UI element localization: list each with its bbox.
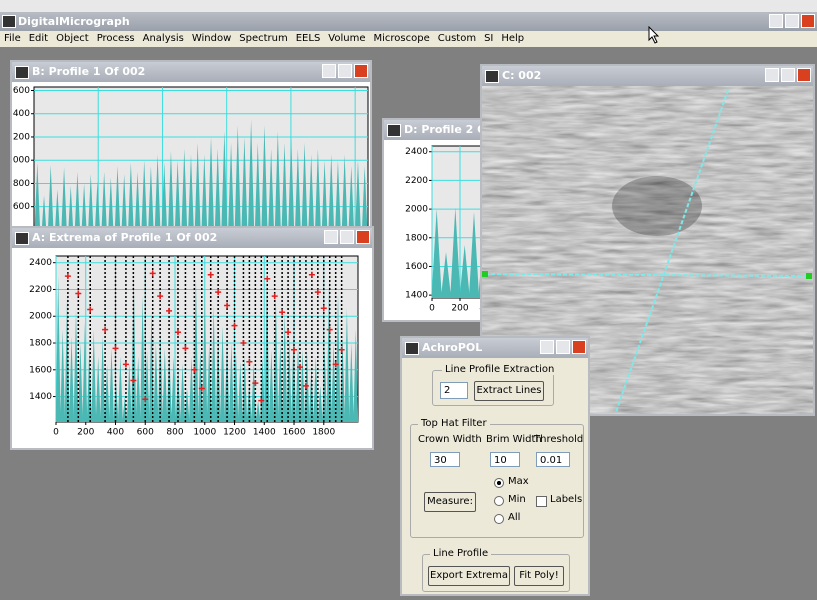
menu-item[interactable]: Window [192, 33, 231, 44]
app-icon [2, 15, 16, 28]
x-tick-label: 1600 [283, 428, 306, 438]
menu-item[interactable]: SI [484, 33, 493, 44]
x-tick-label: 1000 [193, 428, 216, 438]
crown-input[interactable]: 30 [430, 452, 460, 467]
window-a: A: Extrema of Profile 1 Of 002 140016001… [10, 226, 374, 450]
menu-item[interactable]: Custom [438, 33, 476, 44]
count-input[interactable]: 2 [440, 382, 468, 399]
y-tick-label: 2000 [405, 205, 428, 215]
export-button[interactable]: Export Extrema [428, 566, 510, 586]
fit-button[interactable]: Fit Poly! [514, 566, 564, 586]
line-handle[interactable] [482, 271, 488, 277]
group-label: Top Hat Filter [418, 418, 490, 429]
x-tick-label: 1800 [312, 428, 335, 438]
x-tick-label: 0 [429, 304, 435, 314]
y-tick-label: 2000 [29, 312, 52, 322]
titlebar: AchroPOL [402, 338, 588, 358]
y-tick-label: 2200 [29, 285, 52, 295]
titlebar: A: Extrema of Profile 1 Of 002 [12, 228, 372, 248]
radio-all[interactable] [494, 514, 504, 524]
label: Threshold [534, 434, 583, 445]
titlebar: C: 002 [482, 66, 813, 86]
radio-label: Min [508, 494, 526, 505]
radio-label: Max [508, 476, 529, 487]
y-tick-label: 2600 [12, 86, 30, 96]
y-tick-label: 2400 [12, 109, 30, 119]
y-tick-label: 1600 [405, 262, 428, 272]
y-tick-label: 1800 [12, 179, 30, 189]
y-tick-label: 2200 [405, 176, 428, 186]
top-strip [0, 0, 817, 12]
label: Crown Width [418, 434, 482, 445]
y-tick-label: 2400 [405, 147, 428, 157]
x-tick-label: 800 [166, 428, 183, 438]
menu-item[interactable]: Help [501, 33, 524, 44]
y-tick-label: 1800 [29, 339, 52, 349]
x-tick-label: 1400 [253, 428, 276, 438]
cursor [648, 26, 660, 44]
titlebar: B: Profile 1 Of 002 [12, 62, 370, 82]
x-tick-label: 0 [53, 428, 59, 438]
brim-input[interactable]: 10 [490, 452, 520, 467]
window-buttons[interactable] [538, 340, 586, 358]
window-title: AchroPOL [422, 341, 482, 354]
y-tick-label: 1600 [12, 202, 30, 212]
radio-min[interactable] [494, 496, 504, 506]
window-buttons[interactable] [322, 230, 370, 248]
labels-checkbox[interactable] [536, 496, 547, 507]
plot: 1400 1600 1800 2000 2200 2400 0 200 400 600 800 100… [12, 248, 372, 448]
window-title: A: Extrema of Profile 1 Of 002 [32, 231, 217, 244]
threshold-input[interactable]: 0.01 [536, 452, 570, 467]
y-tick-label: 2400 [29, 258, 52, 268]
menu-item[interactable]: Microscope [374, 33, 430, 44]
y-tick-label: 2000 [12, 156, 30, 166]
window-buttons[interactable] [763, 68, 811, 86]
app-titlebar: DigitalMicrograph [0, 12, 817, 31]
menu-item[interactable]: Edit [29, 33, 48, 44]
x-tick-label: 400 [107, 428, 124, 438]
extract-button[interactable]: Extract Lines [474, 381, 544, 401]
measure-button[interactable]: Measure: [424, 492, 476, 512]
checkbox-label: Labels [550, 494, 582, 505]
screen: DigitalMicrograph File Edit Object Process A… [0, 0, 817, 600]
y-tick-label: 2200 [12, 132, 30, 142]
group-label: Line Profile [430, 548, 491, 559]
menu-item[interactable]: Volume [328, 33, 365, 44]
x-tick-label: 200 [451, 304, 468, 314]
app-title: DigitalMicrograph [18, 15, 130, 28]
y-tick-label: 1600 [29, 365, 52, 375]
y-tick-label: 1800 [405, 233, 428, 243]
menu-bar: File Edit Object Process Analysis Window Spect… [0, 31, 817, 47]
group-label: Line Profile Extraction [442, 364, 557, 375]
menu-item[interactable]: Object [56, 33, 89, 44]
x-tick-label: 600 [137, 428, 154, 438]
achropol-dialog: AchroPOL Line Profile Extraction 2 Extra… [400, 336, 590, 596]
menu-item[interactable]: Analysis [143, 33, 184, 44]
y-tick-label: 1400 [405, 291, 428, 301]
plot: 1600 1800 2000 2200 2400 2600 [12, 82, 370, 242]
menu-item[interactable]: Spectrum [239, 33, 287, 44]
y-tick-label: 1400 [29, 392, 52, 402]
line-handle[interactable] [806, 273, 812, 279]
radio-max[interactable] [494, 478, 504, 488]
menu-item[interactable]: Process [97, 33, 135, 44]
radio-label: All [508, 512, 520, 523]
window-buttons[interactable] [320, 64, 368, 82]
window-title: B: Profile 1 Of 002 [32, 65, 145, 78]
menu-item[interactable]: File [4, 33, 21, 44]
window-title: C: 002 [502, 69, 541, 82]
menu-item[interactable]: EELS [296, 33, 321, 44]
x-tick-label: 1200 [223, 428, 246, 438]
window-b: B: Profile 1 Of 002 1600 1800 2000 2200 2400… [10, 60, 372, 242]
x-tick-label: 200 [77, 428, 94, 438]
